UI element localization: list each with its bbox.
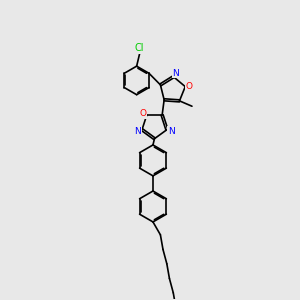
Text: Cl: Cl: [135, 43, 144, 53]
Text: O: O: [140, 109, 146, 118]
Text: O: O: [186, 82, 193, 91]
Text: N: N: [168, 127, 174, 136]
Text: N: N: [172, 69, 179, 78]
Text: N: N: [134, 127, 141, 136]
